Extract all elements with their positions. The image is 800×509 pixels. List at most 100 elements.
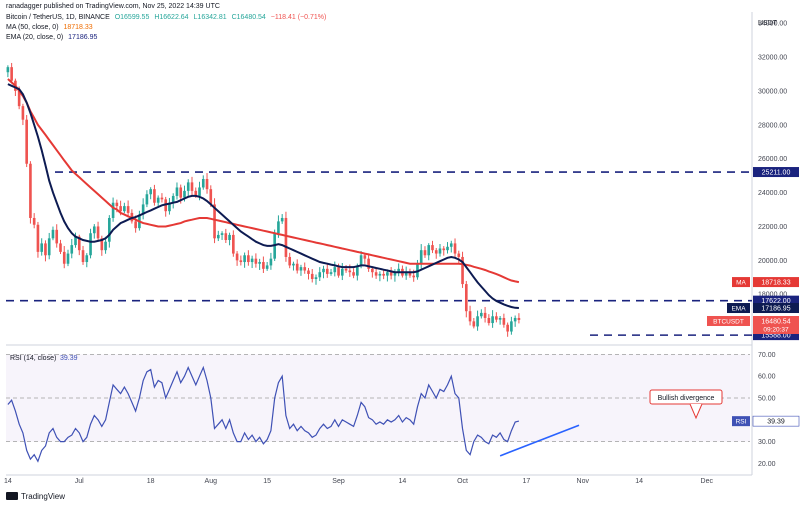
candle-body [216,234,220,239]
candle-body [303,267,307,271]
candle [258,258,261,270]
candle-body [201,179,205,188]
candle-body [186,182,190,191]
candle-body [36,224,40,252]
candle [363,253,367,264]
candle-body [352,272,355,276]
candle-body [51,229,55,239]
level-tag [753,295,799,306]
candle [66,249,70,267]
change-value: −118.41 (−0.71%) [270,14,327,21]
rsi-trendline [499,424,580,457]
candle-body [21,106,25,120]
candle-body [6,67,10,73]
candle-body [168,202,171,212]
candle [220,231,224,240]
rsi-header-value: 39.39 [60,355,78,362]
candle-body [307,270,310,274]
candle [126,200,130,218]
candle-body [510,321,513,332]
level-tag-label: 17622.00 [761,298,790,305]
ema-price-tag-name-box [727,303,750,314]
candle-body [40,243,44,252]
candle-body [337,267,340,276]
candle [483,306,487,323]
candle [371,266,374,278]
candle-body [265,265,269,269]
candle [96,221,100,242]
candle [149,187,152,200]
candle [468,305,472,326]
candle-body [194,190,198,196]
candle-body [284,217,288,257]
rsi-tick-label: 70.00 [758,352,776,359]
candle [262,256,265,273]
candle-body [32,217,36,225]
candle-body [476,316,479,327]
candle [389,267,393,280]
candle-body [59,243,62,252]
candle-body [419,250,423,264]
rsi-tick-label: 50.00 [758,396,776,403]
candle-body [423,250,427,256]
candle [81,245,85,265]
ema-legend-label: EMA (20, close, 0) [6,34,64,41]
candle [340,263,344,281]
candle-body [92,226,96,234]
candle [310,269,314,283]
candle-body [491,316,494,324]
time-tick-label: Oct [457,478,468,485]
candle-body [314,277,318,279]
candle-body [495,316,498,320]
ohlc-header: Bitcoin / TetherUS, 1D, BINANCE O16599.5… [6,14,326,21]
candle [288,252,292,269]
btcusdt-price-tag-countdown: 09:20:37 [763,326,789,333]
candle [59,239,62,255]
candle-body [160,197,164,200]
candle-body [438,248,442,254]
candle [472,318,476,329]
candle-body [183,190,186,198]
candle-body [371,268,374,273]
candle [506,322,509,337]
price-tick-label: 22000.00 [758,224,787,231]
candle [318,267,322,282]
candle-body [359,255,363,266]
candle-body [232,234,235,254]
ma-legend-label: MA (50, close, 0) [6,24,59,31]
candle-body [453,243,457,254]
candle-body [111,202,115,218]
candle-body [348,270,352,273]
candle-body [104,241,107,251]
candle-body [498,317,502,320]
candle-body [378,273,382,276]
candle-body [224,233,228,241]
candle-body [145,194,149,205]
time-tick-label: 14 [399,478,407,485]
candle [269,252,273,270]
candle-body [149,189,152,195]
candle-body [153,189,156,203]
ema-legend: EMA (20, close, 0) 17186.95 [6,34,97,41]
candle-body [209,189,213,205]
candle-body [179,187,183,198]
candle-body [175,187,179,196]
close-value: C16480.54 [231,14,266,21]
candle [498,315,502,325]
candle [517,313,521,324]
candle-body [235,253,239,261]
time-tick-label: 15 [263,478,271,485]
time-tick-label: 14 [4,478,12,485]
candle-body [258,262,261,264]
candle [502,313,506,328]
candle [108,215,111,248]
candle-body [288,256,292,266]
ma-legend-value: 18718.33 [63,24,93,31]
divergence-callout-box [649,389,723,405]
candle [205,173,209,194]
candle [55,224,59,248]
candle [145,190,149,208]
candle [480,309,483,319]
candle [216,230,220,242]
btcusdt-price-tag-value: 16480.54 [761,318,790,325]
